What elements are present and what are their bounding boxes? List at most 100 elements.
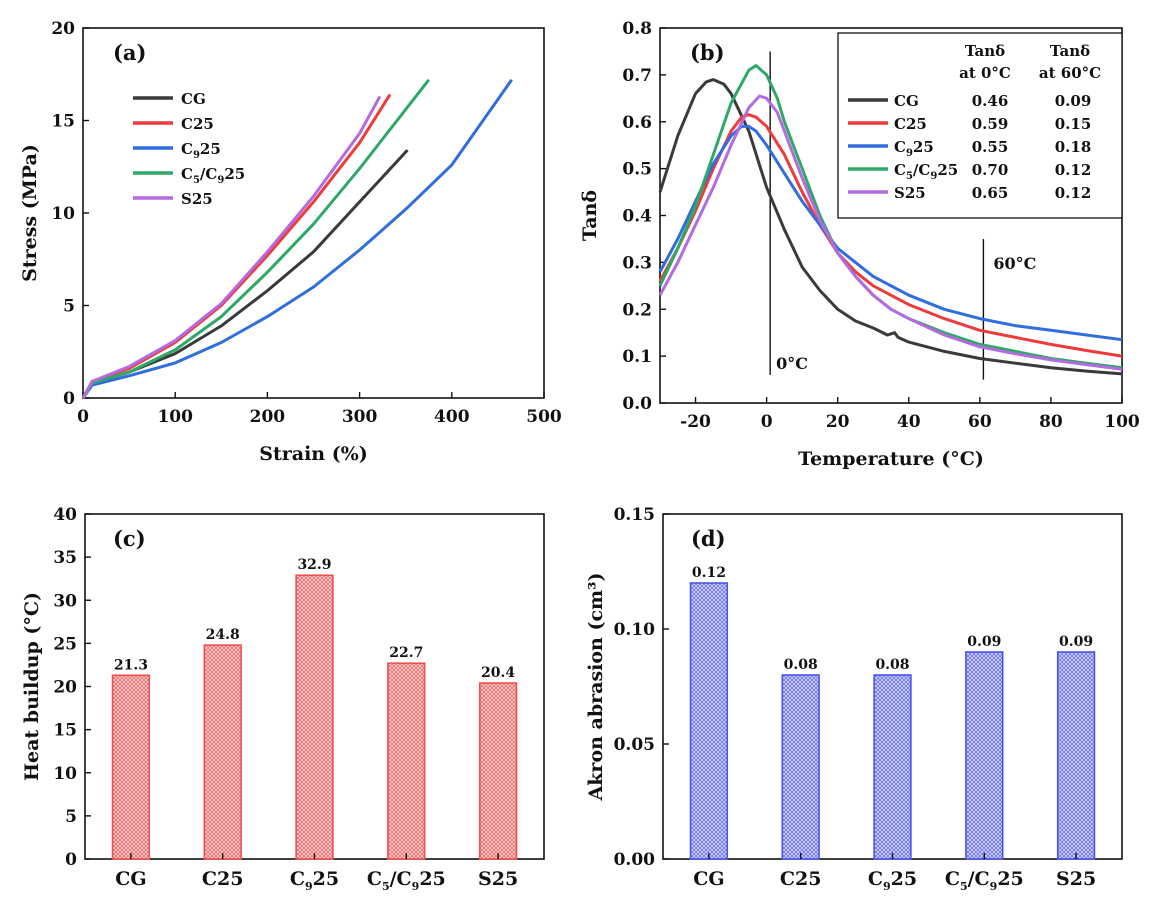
bar-2 [873,674,912,860]
panel-label: (a) [113,40,146,65]
bar-1 [203,644,242,860]
legend-value-0c: 0.46 [972,92,1009,110]
y-tick-label: 5 [63,297,75,317]
series-line-c25 [81,93,392,399]
legend-value-0c: 0.65 [972,184,1009,202]
y-tick-label: 10 [51,204,75,224]
legend-label: CG [894,92,919,110]
x-tick-label: 80 [1039,412,1063,432]
y-tick-label: 40 [53,505,77,525]
legend-value-60c: 0.12 [1055,161,1092,179]
series-line-s25 [81,95,382,399]
y-tick-label: 0.3 [622,253,652,273]
category-label: C5/C925 [945,868,1024,893]
y-axis-label: Stress (MPa) [19,144,41,282]
x-tick-label: 100 [1104,412,1140,432]
x-tick-label: -20 [680,412,711,432]
x-tick-label: 300 [342,407,378,427]
bar-1 [781,674,820,860]
bar-2 [295,574,334,860]
bar-value-label: 0.09 [967,634,1001,650]
bar-value-label: 0.12 [692,565,726,581]
category-label: S25 [1056,868,1096,890]
y-tick-label: 15 [51,112,75,132]
y-tick-label: 0.1 [622,347,652,367]
legend-value-60c: 0.18 [1055,138,1092,156]
bar-value-label: 21.3 [114,657,148,673]
y-tick-label: 0.6 [622,113,652,133]
y-axis-label: Heat buildup (°C) [21,592,43,781]
bar-4 [478,682,518,860]
legend-box [837,32,1123,219]
x-tick-label: 40 [897,412,921,432]
legend-label: C925 [894,138,934,159]
panel-label: (d) [691,526,726,551]
series-line-c5-c9-25 [658,64,1123,370]
y-tick-label: 30 [53,591,77,611]
y-tick-label: 35 [53,548,77,568]
legend-value-0c: 0.70 [972,161,1009,179]
bar-value-label: 0.08 [875,657,909,673]
bar-value-label: 0.09 [1059,634,1093,650]
x-tick-label: 400 [434,407,470,427]
y-tick-label: 10 [53,764,77,784]
bar-0 [111,674,151,860]
category-label: CG [115,868,146,890]
y-axis-label: Akron abrasion (cm³) [585,573,607,802]
legend-value-0c: 0.55 [972,138,1009,156]
legend-label: S25 [894,184,926,202]
category-label: C25 [202,868,244,890]
series-line-c9-25 [81,78,513,399]
y-tick-label: 20 [53,678,77,698]
y-tick-label: 0.8 [622,19,652,39]
y-tick-label: 5 [65,807,77,827]
legend-header: at 0°C [959,64,1011,82]
bar-4 [1056,651,1096,860]
panel-b-tan-delta: -20 0 20 40 60 80 1000.00.10.20.30.40.50.60.70… [579,19,1140,470]
x-axis-label: Temperature (°C) [798,448,984,470]
panel-d-akron-abrasion: 0.00 0.05 0.10 0.15 Akron abrasion (cm³) (d) 0… [585,505,1123,893]
category-label: CG [693,868,724,890]
legend-value-60c: 0.15 [1055,115,1092,133]
bar-value-label: 24.8 [206,627,240,643]
x-tick-label: 200 [250,407,286,427]
plot-frame [82,27,545,399]
bar-value-label: 0.08 [784,657,818,673]
y-tick-label: 0.10 [614,620,656,640]
x-tick-label: 0 [761,412,773,432]
category-label: C5/C925 [367,868,446,893]
legend-label: S25 [181,190,213,208]
panel-a-stress-strain: 0 100 200 300 400 500 0 5 10 15 20 Strain (%) Stress… [19,19,562,465]
category-label: C925 [868,868,917,893]
panel-c-heat-buildup: 0 5 10 15 20 25 30 35 40 Heat buildup (°C) (c) 21.3… [21,505,545,893]
y-axis-label: Tanδ [579,190,601,241]
y-tick-label: 0.2 [622,300,652,320]
y-tick-label: 0.4 [622,207,652,227]
bar-0 [689,582,729,860]
series-line-c9-25 [658,124,1123,342]
series-line-cg [81,149,409,399]
x-tick-label: 100 [157,407,193,427]
x-tick-label: 20 [826,412,850,432]
bar-value-label: 32.9 [297,557,331,573]
legend-value-0c: 0.59 [972,115,1009,133]
reference-line-label: 60°C [993,254,1036,273]
y-tick-label: 0 [65,850,77,870]
legend-value-60c: 0.09 [1055,92,1092,110]
legend-label: C5/C925 [181,165,245,186]
x-tick-label: 60 [968,412,992,432]
y-tick-label: 20 [51,19,75,39]
series-line-s25 [658,94,1123,371]
series-line-c5-c9-25 [81,78,430,399]
x-tick-label: 500 [526,407,562,427]
legend-header: Tanδ [1050,42,1090,60]
category-label: C25 [780,868,822,890]
legend-header: at 60°C [1039,64,1101,82]
y-tick-label: 0 [63,389,75,409]
y-tick-label: 0.15 [614,505,655,525]
x-axis-label: Strain (%) [259,443,368,465]
legend-value-60c: 0.12 [1055,184,1092,202]
bar-value-label: 22.7 [389,645,423,661]
panel-label: (b) [690,40,725,65]
